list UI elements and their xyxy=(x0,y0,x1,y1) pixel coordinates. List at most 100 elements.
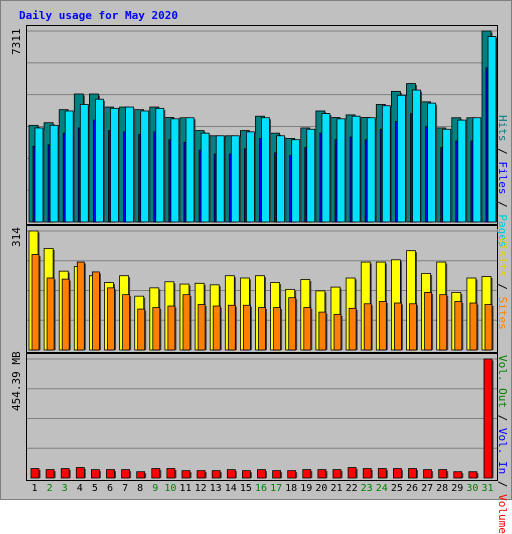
bar-volume-day-16 xyxy=(257,469,266,479)
bar-sites-day-8 xyxy=(137,308,146,351)
x-tick-day-24: 24 xyxy=(375,483,388,494)
hits-files-pages-legend: Hits / Files / Pages xyxy=(496,115,509,248)
bar-pages-day-19 xyxy=(306,128,316,223)
x-tick-day-29: 29 xyxy=(451,483,464,494)
bar-volume-day-15 xyxy=(241,470,251,479)
bar-pages-day-1 xyxy=(34,127,44,223)
bar-volume-day-28 xyxy=(438,469,448,479)
hits-files-pages-panel xyxy=(26,25,498,225)
bar-pages-day-31 xyxy=(487,36,497,223)
bar-volume-day-26 xyxy=(408,468,417,479)
visits-sites-legend: Visits / Sites xyxy=(496,237,509,330)
bar-pages-day-5 xyxy=(95,98,104,223)
x-tick-day-25: 25 xyxy=(390,483,403,494)
legend-part: Visits xyxy=(496,237,509,277)
bar-volume-day-10 xyxy=(166,468,176,479)
bar-volume-day-19 xyxy=(302,469,312,479)
bar-volume-day-24 xyxy=(377,468,387,479)
bar-volume-day-31 xyxy=(483,358,493,479)
bar-volume-day-11 xyxy=(181,470,191,479)
x-tick-day-22: 22 xyxy=(345,483,358,494)
bar-pages-day-22 xyxy=(351,115,361,223)
bar-pages-day-25 xyxy=(396,94,406,223)
bar-pages-day-8 xyxy=(140,110,150,223)
bar-volume-day-13 xyxy=(211,470,221,479)
x-tick-day-3: 3 xyxy=(61,483,68,494)
x-tick-day-11: 11 xyxy=(179,483,192,494)
x-tick-day-16: 16 xyxy=(254,483,268,494)
bar-sites-day-16 xyxy=(258,307,266,351)
bar-pages-day-3 xyxy=(64,110,74,223)
bar-pages-day-24 xyxy=(381,105,391,223)
x-tick-day-7: 7 xyxy=(122,483,129,494)
bar-sites-day-17 xyxy=(273,307,282,351)
x-tick-day-12: 12 xyxy=(194,483,207,494)
bar-sites-day-5 xyxy=(92,271,100,351)
bar-pages-day-6 xyxy=(110,107,119,223)
bar-volume-day-30 xyxy=(468,471,478,479)
x-tick-day-5: 5 xyxy=(91,483,98,494)
bar-volume-day-9 xyxy=(151,468,161,479)
legend-part: Sites xyxy=(496,296,509,330)
bar-pages-day-18 xyxy=(291,139,301,223)
bar-sites-day-12 xyxy=(197,304,206,351)
legend-part: / xyxy=(496,474,509,495)
bar-volume-day-29 xyxy=(453,471,463,479)
bar-pages-day-27 xyxy=(427,102,437,223)
hits-y-max-label: 7311 xyxy=(10,28,23,56)
bar-sites-day-13 xyxy=(212,305,221,351)
bar-volume-day-17 xyxy=(272,470,282,479)
x-tick-day-31: 31 xyxy=(481,483,494,494)
bar-pages-day-15 xyxy=(245,131,255,223)
bar-sites-day-29 xyxy=(454,301,463,351)
bar-pages-day-7 xyxy=(125,106,134,223)
x-tick-day-27: 27 xyxy=(421,483,434,494)
bar-pages-day-9 xyxy=(155,107,165,223)
bar-pages-day-11 xyxy=(185,117,195,223)
x-tick-day-10: 10 xyxy=(164,483,177,494)
x-tick-day-28: 28 xyxy=(436,483,449,494)
bar-sites-day-20 xyxy=(318,311,327,351)
chart-title: Daily usage for May 2020 xyxy=(19,9,178,22)
legend-part: Vol. Out xyxy=(496,355,509,408)
bar-sites-day-2 xyxy=(46,277,55,351)
bar-volume-day-21 xyxy=(332,469,342,479)
x-tick-day-1: 1 xyxy=(31,483,38,494)
bar-sites-day-6 xyxy=(107,287,115,351)
x-tick-day-23: 23 xyxy=(360,483,373,494)
visits-y-max-label: 314 xyxy=(10,227,23,247)
x-tick-day-2: 2 xyxy=(46,483,53,494)
volume-panel xyxy=(26,353,498,481)
x-tick-day-9: 9 xyxy=(152,483,159,494)
bar-sites-day-24 xyxy=(378,301,387,351)
bar-sites-day-31 xyxy=(484,304,493,351)
bar-volume-day-20 xyxy=(317,469,327,479)
bar-volume-day-3 xyxy=(60,468,70,479)
x-tick-day-14: 14 xyxy=(224,483,237,494)
bar-volume-day-18 xyxy=(287,470,297,479)
bar-pages-day-17 xyxy=(276,135,286,223)
legend-part: Vol. In xyxy=(496,427,509,475)
bar-pages-day-30 xyxy=(472,117,482,223)
bar-volume-day-12 xyxy=(196,470,206,479)
volume-y-max-label: 454.39 MB xyxy=(10,351,23,411)
visits-sites-panel xyxy=(26,225,498,353)
bar-sites-day-11 xyxy=(182,294,191,351)
bar-sites-day-19 xyxy=(303,307,312,351)
bar-pages-day-14 xyxy=(230,135,240,223)
legend-part: / xyxy=(496,194,509,215)
bar-volume-day-27 xyxy=(423,469,433,479)
bar-pages-day-28 xyxy=(442,128,452,223)
bar-sites-day-1 xyxy=(31,254,40,351)
bar-sites-day-3 xyxy=(61,278,70,351)
x-tick-day-13: 13 xyxy=(209,483,222,494)
bar-pages-day-16 xyxy=(261,117,270,223)
legend-part: / xyxy=(496,276,509,297)
bar-volume-day-2 xyxy=(45,469,55,479)
bar-sites-day-9 xyxy=(152,307,161,351)
bar-volume-day-23 xyxy=(362,468,372,479)
bar-sites-day-25 xyxy=(393,302,402,351)
x-tick-day-20: 20 xyxy=(315,483,328,494)
bar-volume-day-22 xyxy=(347,467,357,479)
bar-sites-day-14 xyxy=(227,304,236,351)
